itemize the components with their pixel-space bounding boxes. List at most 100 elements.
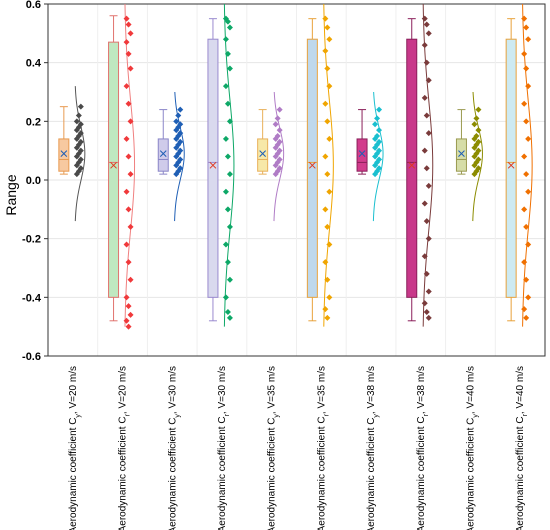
data-point <box>177 156 184 163</box>
data-point <box>276 156 283 163</box>
data-point <box>127 223 134 230</box>
data-point <box>125 21 132 28</box>
data-point <box>322 47 329 54</box>
data-point <box>324 24 331 31</box>
mean-marker <box>110 161 117 169</box>
data-point <box>425 130 432 137</box>
data-point <box>125 206 132 213</box>
data-point <box>523 276 530 283</box>
data-point <box>272 121 279 128</box>
data-point <box>376 106 383 113</box>
box <box>356 138 368 172</box>
data-point <box>127 171 134 178</box>
data-point <box>525 36 532 43</box>
data-point <box>376 165 383 172</box>
plot-border <box>47 3 546 357</box>
data-point <box>326 294 333 301</box>
data-point <box>177 121 184 128</box>
category-label-prefix: Aerodynamic coefficient C <box>167 418 178 530</box>
category-label-suffix: , V=20 m/s <box>118 366 129 414</box>
distribution-curve <box>372 91 384 222</box>
data-point <box>525 83 532 90</box>
data-point <box>226 118 233 125</box>
category-label-prefix: Aerodynamic coefficient C <box>118 416 129 530</box>
y-axis-title: Range <box>3 174 19 215</box>
data-point <box>421 15 428 22</box>
y-tick-label: 0.0 <box>26 175 41 187</box>
data-point <box>425 235 432 242</box>
data-point <box>125 303 132 310</box>
data-point <box>326 36 333 43</box>
box <box>58 138 70 172</box>
box <box>406 38 418 298</box>
data-point <box>276 127 283 134</box>
data-point <box>276 138 283 145</box>
data-point <box>523 118 530 125</box>
data-point <box>521 306 528 313</box>
category-label-suffix: , V=30 m/s <box>217 366 228 414</box>
data-point <box>324 171 331 178</box>
category-label: Aerodynamic coefficient Cy, V=20 m/s <box>68 366 82 530</box>
mean-marker <box>507 161 515 169</box>
data-point <box>177 106 184 113</box>
data-point <box>123 241 130 248</box>
data-point <box>525 241 532 248</box>
data-point <box>226 314 233 321</box>
data-point <box>421 147 428 154</box>
data-point <box>326 83 333 90</box>
data-point <box>425 182 432 189</box>
data-point <box>127 118 134 125</box>
data-point <box>224 309 231 315</box>
data-point <box>226 171 233 178</box>
category-label-suffix: , V=38 m/s <box>416 366 427 414</box>
category-label: Aerodynamic coefficient Cr, V=40 m/s <box>515 366 529 530</box>
distribution-curve <box>273 91 285 222</box>
category-label-suffix: , V=40 m/s <box>465 366 476 414</box>
data-point <box>123 39 130 46</box>
data-point <box>77 130 84 137</box>
data-point <box>326 188 333 195</box>
box <box>108 41 120 298</box>
y-tick-label: 0.6 <box>26 0 41 11</box>
category-label-suffix: , V=35 m/s <box>316 366 327 414</box>
mean-marker <box>209 161 217 169</box>
data-point <box>423 165 430 172</box>
data-point <box>423 218 430 225</box>
data-point <box>75 112 82 119</box>
data-point <box>322 259 329 266</box>
data-point <box>421 42 428 49</box>
data-point <box>77 138 84 145</box>
data-point <box>376 156 383 163</box>
data-point <box>77 147 84 154</box>
data-point <box>376 127 383 134</box>
category-label-subscript: y <box>74 414 81 418</box>
category-label: Aerodynamic coefficient Cr, V=38 m/s <box>416 366 430 530</box>
box <box>306 38 318 298</box>
category-label-subscript: r <box>223 413 230 416</box>
data-point <box>125 153 132 160</box>
data-point <box>127 311 134 318</box>
category-label-subscript: r <box>522 413 529 416</box>
data-point <box>475 138 482 145</box>
category-label-prefix: Aerodynamic coefficient C <box>366 418 377 530</box>
data-point <box>521 15 528 22</box>
mean-marker <box>458 150 465 157</box>
y-tick-label: -0.2 <box>22 234 41 246</box>
data-point <box>372 121 379 128</box>
mean-marker <box>408 161 416 169</box>
data-point <box>226 223 233 230</box>
data-point <box>175 112 182 119</box>
box <box>257 138 269 172</box>
distribution-curve <box>223 3 235 327</box>
data-point <box>177 165 184 172</box>
data-point <box>125 50 132 57</box>
data-point <box>523 223 530 230</box>
category-label: Aerodynamic coefficient Cy, V=35 m/s <box>267 366 281 530</box>
data-point <box>222 188 229 195</box>
data-point <box>326 241 333 248</box>
category-label-prefix: Aerodynamic coefficient C <box>267 418 278 530</box>
mean-marker <box>259 150 267 157</box>
category-label-subscript: y <box>174 414 181 418</box>
data-point <box>374 115 381 122</box>
